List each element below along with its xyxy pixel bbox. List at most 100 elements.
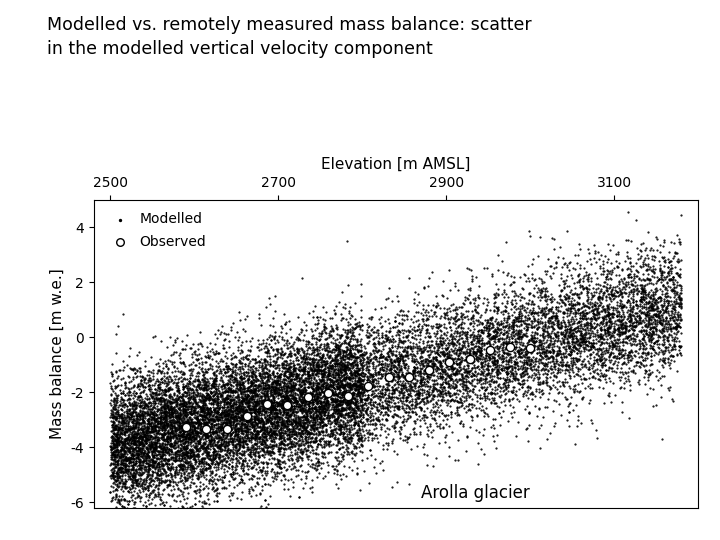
Modelled (189, 435, 200, 443)
Modelled (312, 386, 323, 394)
Modelled (344, 403, 356, 412)
Modelled (196, 497, 207, 506)
Modelled (370, 386, 382, 395)
Modelled (105, 465, 117, 474)
Modelled (400, 310, 412, 319)
Modelled (269, 415, 281, 423)
Modelled (192, 411, 203, 420)
Modelled (205, 450, 217, 459)
Modelled (168, 443, 180, 452)
Modelled (262, 394, 274, 402)
Modelled (541, 304, 552, 313)
Modelled (492, 345, 504, 353)
Modelled (215, 447, 226, 455)
Modelled (128, 425, 140, 434)
Modelled (216, 435, 228, 443)
Modelled (135, 447, 147, 456)
Modelled (243, 445, 254, 454)
Modelled (592, 295, 603, 303)
Modelled (575, 314, 586, 322)
Modelled (188, 431, 199, 440)
Modelled (356, 389, 367, 397)
Modelled (191, 350, 202, 359)
Modelled (467, 394, 478, 403)
Modelled (581, 296, 593, 305)
Modelled (462, 295, 474, 304)
Modelled (359, 467, 370, 476)
Modelled (199, 400, 211, 408)
Modelled (573, 318, 585, 326)
Modelled (158, 422, 169, 431)
Modelled (330, 454, 342, 463)
Modelled (264, 450, 275, 459)
Modelled (258, 404, 269, 413)
Modelled (413, 359, 425, 367)
Modelled (465, 366, 477, 374)
Modelled (292, 386, 304, 394)
Modelled (530, 320, 541, 329)
Modelled (300, 382, 311, 391)
Modelled (125, 485, 136, 494)
Modelled (367, 398, 379, 407)
Modelled (199, 431, 211, 440)
Modelled (497, 322, 508, 330)
Modelled (168, 372, 179, 381)
Modelled (336, 390, 348, 399)
Modelled (238, 415, 250, 423)
Modelled (269, 429, 280, 438)
Modelled (298, 413, 310, 421)
Modelled (302, 360, 313, 369)
Modelled (498, 348, 509, 356)
Modelled (335, 347, 346, 355)
Modelled (453, 367, 464, 375)
Observed (322, 389, 333, 397)
Modelled (318, 340, 329, 349)
Modelled (662, 269, 674, 278)
Modelled (482, 369, 494, 378)
Modelled (202, 460, 214, 469)
Modelled (271, 406, 282, 414)
Modelled (253, 406, 264, 415)
Modelled (107, 426, 119, 435)
Modelled (253, 452, 265, 461)
Modelled (661, 279, 672, 287)
Modelled (462, 348, 473, 356)
Modelled (564, 287, 576, 296)
Modelled (324, 378, 336, 387)
Modelled (179, 457, 191, 466)
Modelled (526, 357, 537, 366)
Modelled (631, 347, 642, 355)
Modelled (264, 440, 275, 449)
Modelled (317, 385, 328, 394)
Modelled (278, 375, 289, 384)
Modelled (510, 313, 521, 322)
Modelled (657, 336, 668, 345)
Modelled (310, 386, 322, 395)
Modelled (608, 304, 619, 313)
Modelled (642, 275, 654, 284)
Modelled (362, 428, 374, 436)
Modelled (107, 384, 118, 393)
Modelled (208, 408, 220, 416)
Modelled (176, 367, 187, 376)
Modelled (112, 471, 123, 480)
Modelled (415, 308, 427, 317)
Modelled (307, 416, 319, 424)
Modelled (313, 402, 325, 411)
Modelled (374, 353, 386, 361)
Modelled (183, 399, 194, 407)
Modelled (174, 373, 185, 382)
Modelled (252, 405, 264, 414)
Modelled (652, 332, 664, 341)
Modelled (202, 408, 214, 417)
Modelled (438, 313, 450, 321)
Modelled (531, 336, 542, 345)
Modelled (649, 269, 660, 278)
Modelled (425, 390, 436, 399)
Modelled (639, 295, 650, 303)
Modelled (659, 256, 670, 265)
Modelled (194, 419, 205, 428)
Modelled (434, 388, 446, 396)
Modelled (637, 275, 649, 284)
Modelled (173, 461, 184, 470)
